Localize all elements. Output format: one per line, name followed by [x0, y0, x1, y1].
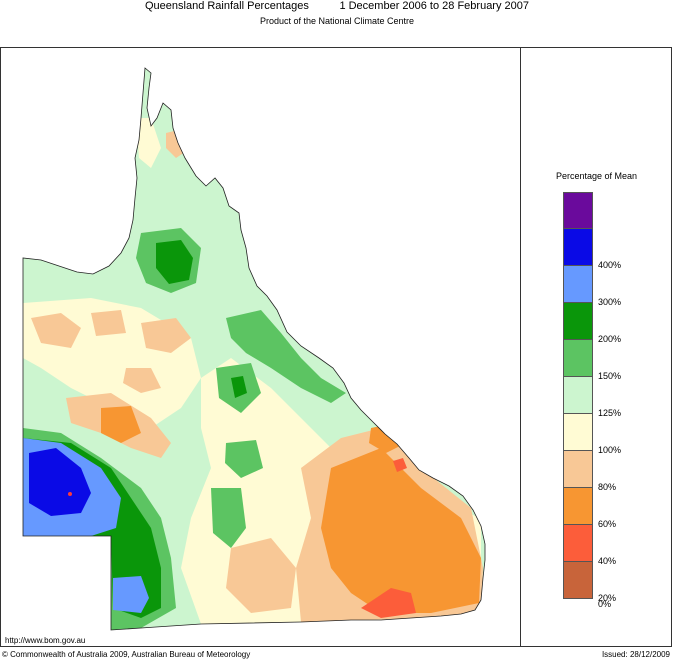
zone-60-80	[91, 310, 126, 336]
legend-swatch	[563, 525, 593, 562]
rainfall-zones	[23, 68, 485, 630]
zone-125-150	[226, 310, 346, 403]
zone-20-40	[361, 588, 416, 618]
map-subtitle: Product of the National Climate Centre	[259, 16, 415, 26]
zone-60-80	[141, 318, 191, 353]
zone-40-60	[101, 406, 141, 443]
legend-tick-label: 60%	[598, 519, 617, 529]
legend-swatch	[563, 562, 593, 599]
zone-125-150	[211, 488, 246, 548]
legend-tick-label: 150%	[598, 371, 622, 381]
period-text: 1 December 2006 to 28 February 2007	[339, 0, 529, 12]
title-text: Queensland Rainfall Percentages	[144, 0, 309, 12]
state-outline	[22, 67, 486, 631]
legend-swatch	[563, 229, 593, 266]
legend-tick-label: 300%	[598, 297, 622, 307]
map-title: Queensland Rainfall Percentages 1 Decemb…	[0, 0, 674, 12]
legend-tick-label: 100%	[598, 445, 622, 455]
zone-300-400	[29, 448, 91, 516]
legend-tick-label: 400%	[598, 260, 622, 270]
legend-divider	[520, 47, 521, 647]
zone-150-200	[231, 376, 247, 398]
zone-60-80	[123, 368, 161, 393]
legend-tick-label: 80%	[598, 482, 617, 492]
legend-swatch	[563, 488, 593, 525]
legend-title: Percentage of Mean	[555, 171, 638, 181]
zone-60-80	[31, 313, 81, 348]
legend-tick-label: 40%	[598, 556, 617, 566]
legend-color-bar	[563, 192, 593, 599]
legend-swatch	[563, 192, 593, 229]
queensland-rainfall-map	[22, 67, 486, 631]
zone-80-100	[136, 118, 161, 168]
source-url[interactable]: http://www.bom.gov.au	[5, 636, 86, 645]
legend-swatch	[563, 303, 593, 340]
legend-swatch	[563, 451, 593, 488]
issued-date: Issued: 28/12/2009	[601, 650, 670, 659]
zone-125-150	[225, 440, 263, 478]
legend-swatch	[563, 266, 593, 303]
zone-40-60	[321, 448, 481, 613]
map-frame	[0, 47, 672, 647]
legend-tick-label: 125%	[598, 408, 622, 418]
legend-swatch	[563, 414, 593, 451]
legend-tick-label: 200%	[598, 334, 622, 344]
legend-swatch	[563, 377, 593, 414]
copyright-text: © Commonwealth of Australia 2009, Austra…	[2, 650, 251, 659]
legend-tick-label: 0%	[598, 599, 612, 609]
zone-20-40	[393, 458, 407, 472]
zone-150-200	[156, 240, 193, 284]
legend-tick-label: 20%	[598, 593, 617, 603]
zone-60-80	[226, 538, 296, 613]
legend-swatch	[563, 340, 593, 377]
zone-spot	[68, 492, 72, 496]
zone-200-300	[113, 576, 149, 613]
